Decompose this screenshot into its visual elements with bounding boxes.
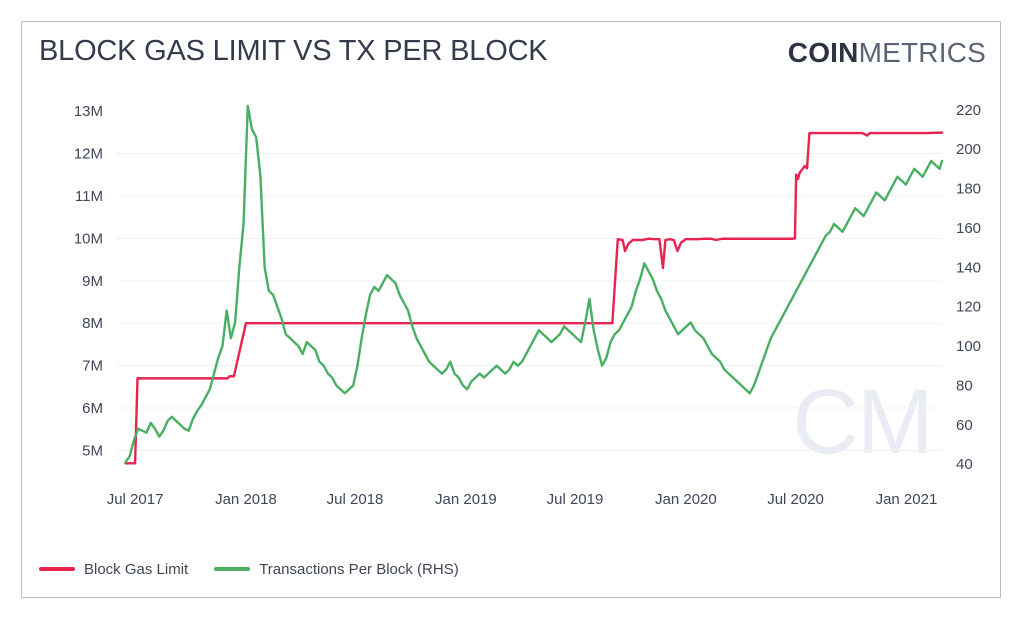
chart-svg: CM 5M 6M 7M 8M 9M 10M 11M 12M 13M 40 60 80 100 120 14…: [74, 102, 981, 508]
x-axis-tick-label: Jan 2021: [876, 491, 938, 508]
x-axis-tick-label: Jul 2020: [767, 491, 824, 508]
y-axis-left-ticks: 5M 6M 7M 8M 9M 10M 11M 12M 13M: [74, 103, 103, 460]
y-axis-left-tick-label: 13M: [74, 103, 103, 120]
cm-watermark: CM: [792, 371, 933, 473]
x-axis-tick-label: Jan 2020: [655, 491, 717, 508]
y-axis-right-tick-label: 200: [956, 141, 981, 158]
y-axis-left-tick-label: 7M: [82, 358, 103, 375]
x-axis-tick-label: Jan 2019: [435, 491, 497, 508]
x-axis-tick-label: Jan 2018: [215, 491, 277, 508]
x-axis-tick-label: Jul 2019: [547, 491, 604, 508]
y-axis-right-tick-label: 40: [956, 456, 973, 473]
y-axis-left-tick-label: 12M: [74, 145, 103, 162]
chart-card: BLOCK GAS LIMIT VS TX PER BLOCK COINMETR…: [21, 21, 1001, 598]
y-axis-left-tick-label: 5M: [82, 443, 103, 460]
x-axis-ticks: Jul 2017 Jan 2018 Jul 2018 Jan 2019 Jul 2019…: [107, 491, 938, 508]
y-axis-left-tick-label: 10M: [74, 230, 103, 247]
legend-label-block-gas-limit: Block Gas Limit: [84, 560, 189, 578]
logo-coin-text: COIN: [787, 37, 859, 68]
series-line-transactions-per-block-rhs: [124, 104, 944, 464]
y-axis-left-tick-label: 8M: [82, 315, 103, 332]
x-axis-tick-label: Jul 2018: [327, 491, 384, 508]
coinmetrics-logo: COINMETRICS: [788, 38, 986, 68]
series-line-block-gas-limit: [124, 131, 944, 465]
watermark-text: CM: [792, 371, 931, 473]
legend-item-block-gas-limit[interactable]: Block Gas Limit: [39, 561, 188, 578]
y-axis-right-tick-label: 180: [956, 181, 981, 198]
legend-swatch-transactions-per-block: [214, 567, 251, 571]
y-axis-left-tick-label: 9M: [82, 273, 103, 290]
legend-item-transactions-per-block[interactable]: Transactions Per Block (RHS): [214, 561, 459, 578]
x-axis-tick-label: Jul 2017: [107, 491, 164, 508]
y-axis-right-tick-label: 140: [956, 259, 981, 276]
chart-legend: Block Gas Limit Transactions Per Block (…: [39, 559, 459, 579]
y-axis-right-tick-label: 80: [956, 377, 973, 394]
y-axis-right-ticks: 40 60 80 100 120 140 160 180 200 220: [956, 102, 981, 473]
chart-header: BLOCK GAS LIMIT VS TX PER BLOCK COINMETR…: [22, 22, 1002, 84]
logo-metrics-text: METRICS: [858, 37, 986, 68]
y-axis-right-tick-label: 220: [956, 102, 981, 119]
y-axis-left-tick-label: 6M: [82, 400, 103, 417]
y-axis-right-tick-label: 100: [956, 338, 981, 355]
legend-label-transactions-per-block: Transactions Per Block (RHS): [259, 560, 459, 578]
y-axis-left-tick-label: 11M: [75, 188, 103, 205]
series-lines: [124, 104, 944, 465]
page-title: BLOCK GAS LIMIT VS TX PER BLOCK: [39, 35, 548, 67]
plot-area: CM 5M 6M 7M 8M 9M 10M 11M 12M 13M 40 60 80 100 120 14…: [22, 78, 1002, 538]
y-axis-right-tick-label: 160: [956, 220, 981, 237]
legend-swatch-block-gas-limit: [39, 567, 75, 571]
y-axis-right-tick-label: 120: [956, 299, 981, 316]
y-axis-right-tick-label: 60: [956, 417, 973, 434]
